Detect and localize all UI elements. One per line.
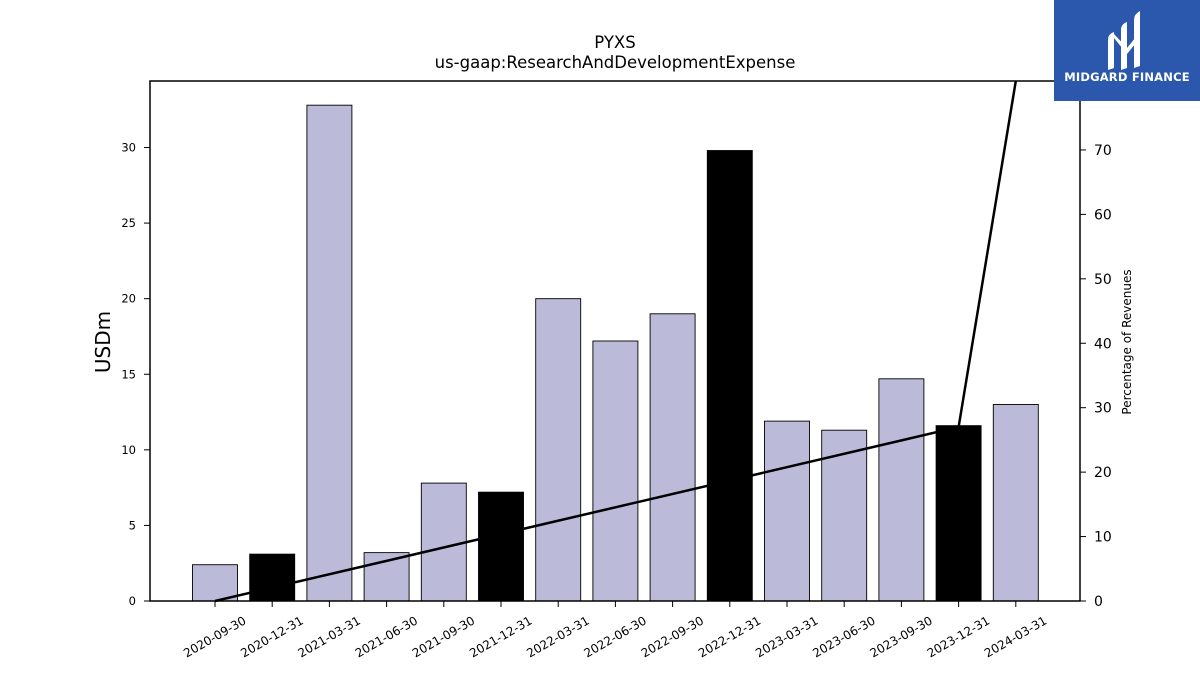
x-tick-label: 2020-12-31 xyxy=(238,613,305,660)
bar-2023-09-30 xyxy=(878,378,925,602)
x-tick-label: 2021-09-30 xyxy=(410,613,477,660)
x-tick-label: 2024-03-31 xyxy=(982,613,1049,660)
bar-2021-12-31 xyxy=(478,491,524,602)
bar-2023-12-31 xyxy=(935,425,982,602)
y-tick-label: 0 xyxy=(129,594,136,608)
midgard-finance-logo: MIDGARD FINANCE xyxy=(1054,0,1200,101)
x-tick-label: 2021-03-31 xyxy=(295,613,362,660)
y-tick-label: 10 xyxy=(121,443,136,457)
x-tick-label: 2021-12-31 xyxy=(467,613,534,660)
logo-text: MIDGARD FINANCE xyxy=(1064,70,1190,84)
x-tick-label: 2022-12-31 xyxy=(696,613,763,660)
bar-2024-03-31 xyxy=(992,404,1039,602)
bar-2020-12-31 xyxy=(249,553,296,602)
x-tick-label: 2023-09-30 xyxy=(867,613,934,660)
y2-axis-label: Percentage of Revenues xyxy=(1120,269,1134,414)
y2-tick-label: 20 xyxy=(1094,465,1112,481)
percentage-of-revenues-line xyxy=(214,80,1018,603)
bar-series xyxy=(192,104,1039,602)
bar-2023-03-31 xyxy=(764,420,810,602)
chart-title: PYXS xyxy=(594,33,635,52)
x-tick-label: 2023-06-30 xyxy=(810,613,877,660)
y-tick-label: 15 xyxy=(121,367,136,381)
bar-2021-09-30 xyxy=(420,482,467,602)
percentage-line xyxy=(214,80,1018,603)
x-tick-label: 2022-06-30 xyxy=(581,613,648,660)
x-tick-label: 2022-09-30 xyxy=(639,613,706,660)
y2-tick-label: 70 xyxy=(1094,143,1112,159)
chart-subtitle: us-gaap:ResearchAndDevelopmentExpense xyxy=(435,53,796,72)
x-tick-label: 2022-03-31 xyxy=(524,613,591,660)
bar-2020-09-30 xyxy=(192,564,238,602)
x-tick-label: 2020-09-30 xyxy=(181,613,248,660)
bar-2021-03-31 xyxy=(306,104,353,602)
midgard-logo-icon xyxy=(1108,11,1140,70)
y2-tick-label: 60 xyxy=(1094,207,1112,223)
x-axis-ticks: 2020-09-302020-12-312021-03-312021-06-30… xyxy=(181,601,1049,660)
y-axis-ticks: 0 5 10 15 20 25 30 xyxy=(121,141,150,608)
y2-tick-label: 10 xyxy=(1094,530,1112,546)
y-tick-label: 30 xyxy=(121,141,136,155)
y2-tick-label: 0 xyxy=(1094,594,1103,610)
x-tick-label: 2023-03-31 xyxy=(753,613,820,660)
y2-axis-ticks: 0 10 20 30 40 50 60 70 xyxy=(1080,143,1112,610)
y-tick-label: 5 xyxy=(129,518,136,532)
bar-2022-09-30 xyxy=(649,313,696,602)
plot-frame xyxy=(149,80,1081,602)
x-tick-label: 2023-12-31 xyxy=(925,613,992,660)
bar-2022-12-31 xyxy=(706,150,753,602)
y-axis-label: USDm xyxy=(91,311,115,373)
y2-tick-label: 50 xyxy=(1094,272,1112,288)
bar-2022-03-31 xyxy=(535,298,582,602)
y2-tick-label: 30 xyxy=(1094,401,1112,417)
x-tick-label: 2021-06-30 xyxy=(353,613,420,660)
y-tick-label: 25 xyxy=(121,216,136,230)
bar-2022-06-30 xyxy=(592,340,639,602)
y2-tick-label: 40 xyxy=(1094,336,1112,352)
y-tick-label: 20 xyxy=(121,292,136,306)
bar-2023-06-30 xyxy=(821,429,868,602)
